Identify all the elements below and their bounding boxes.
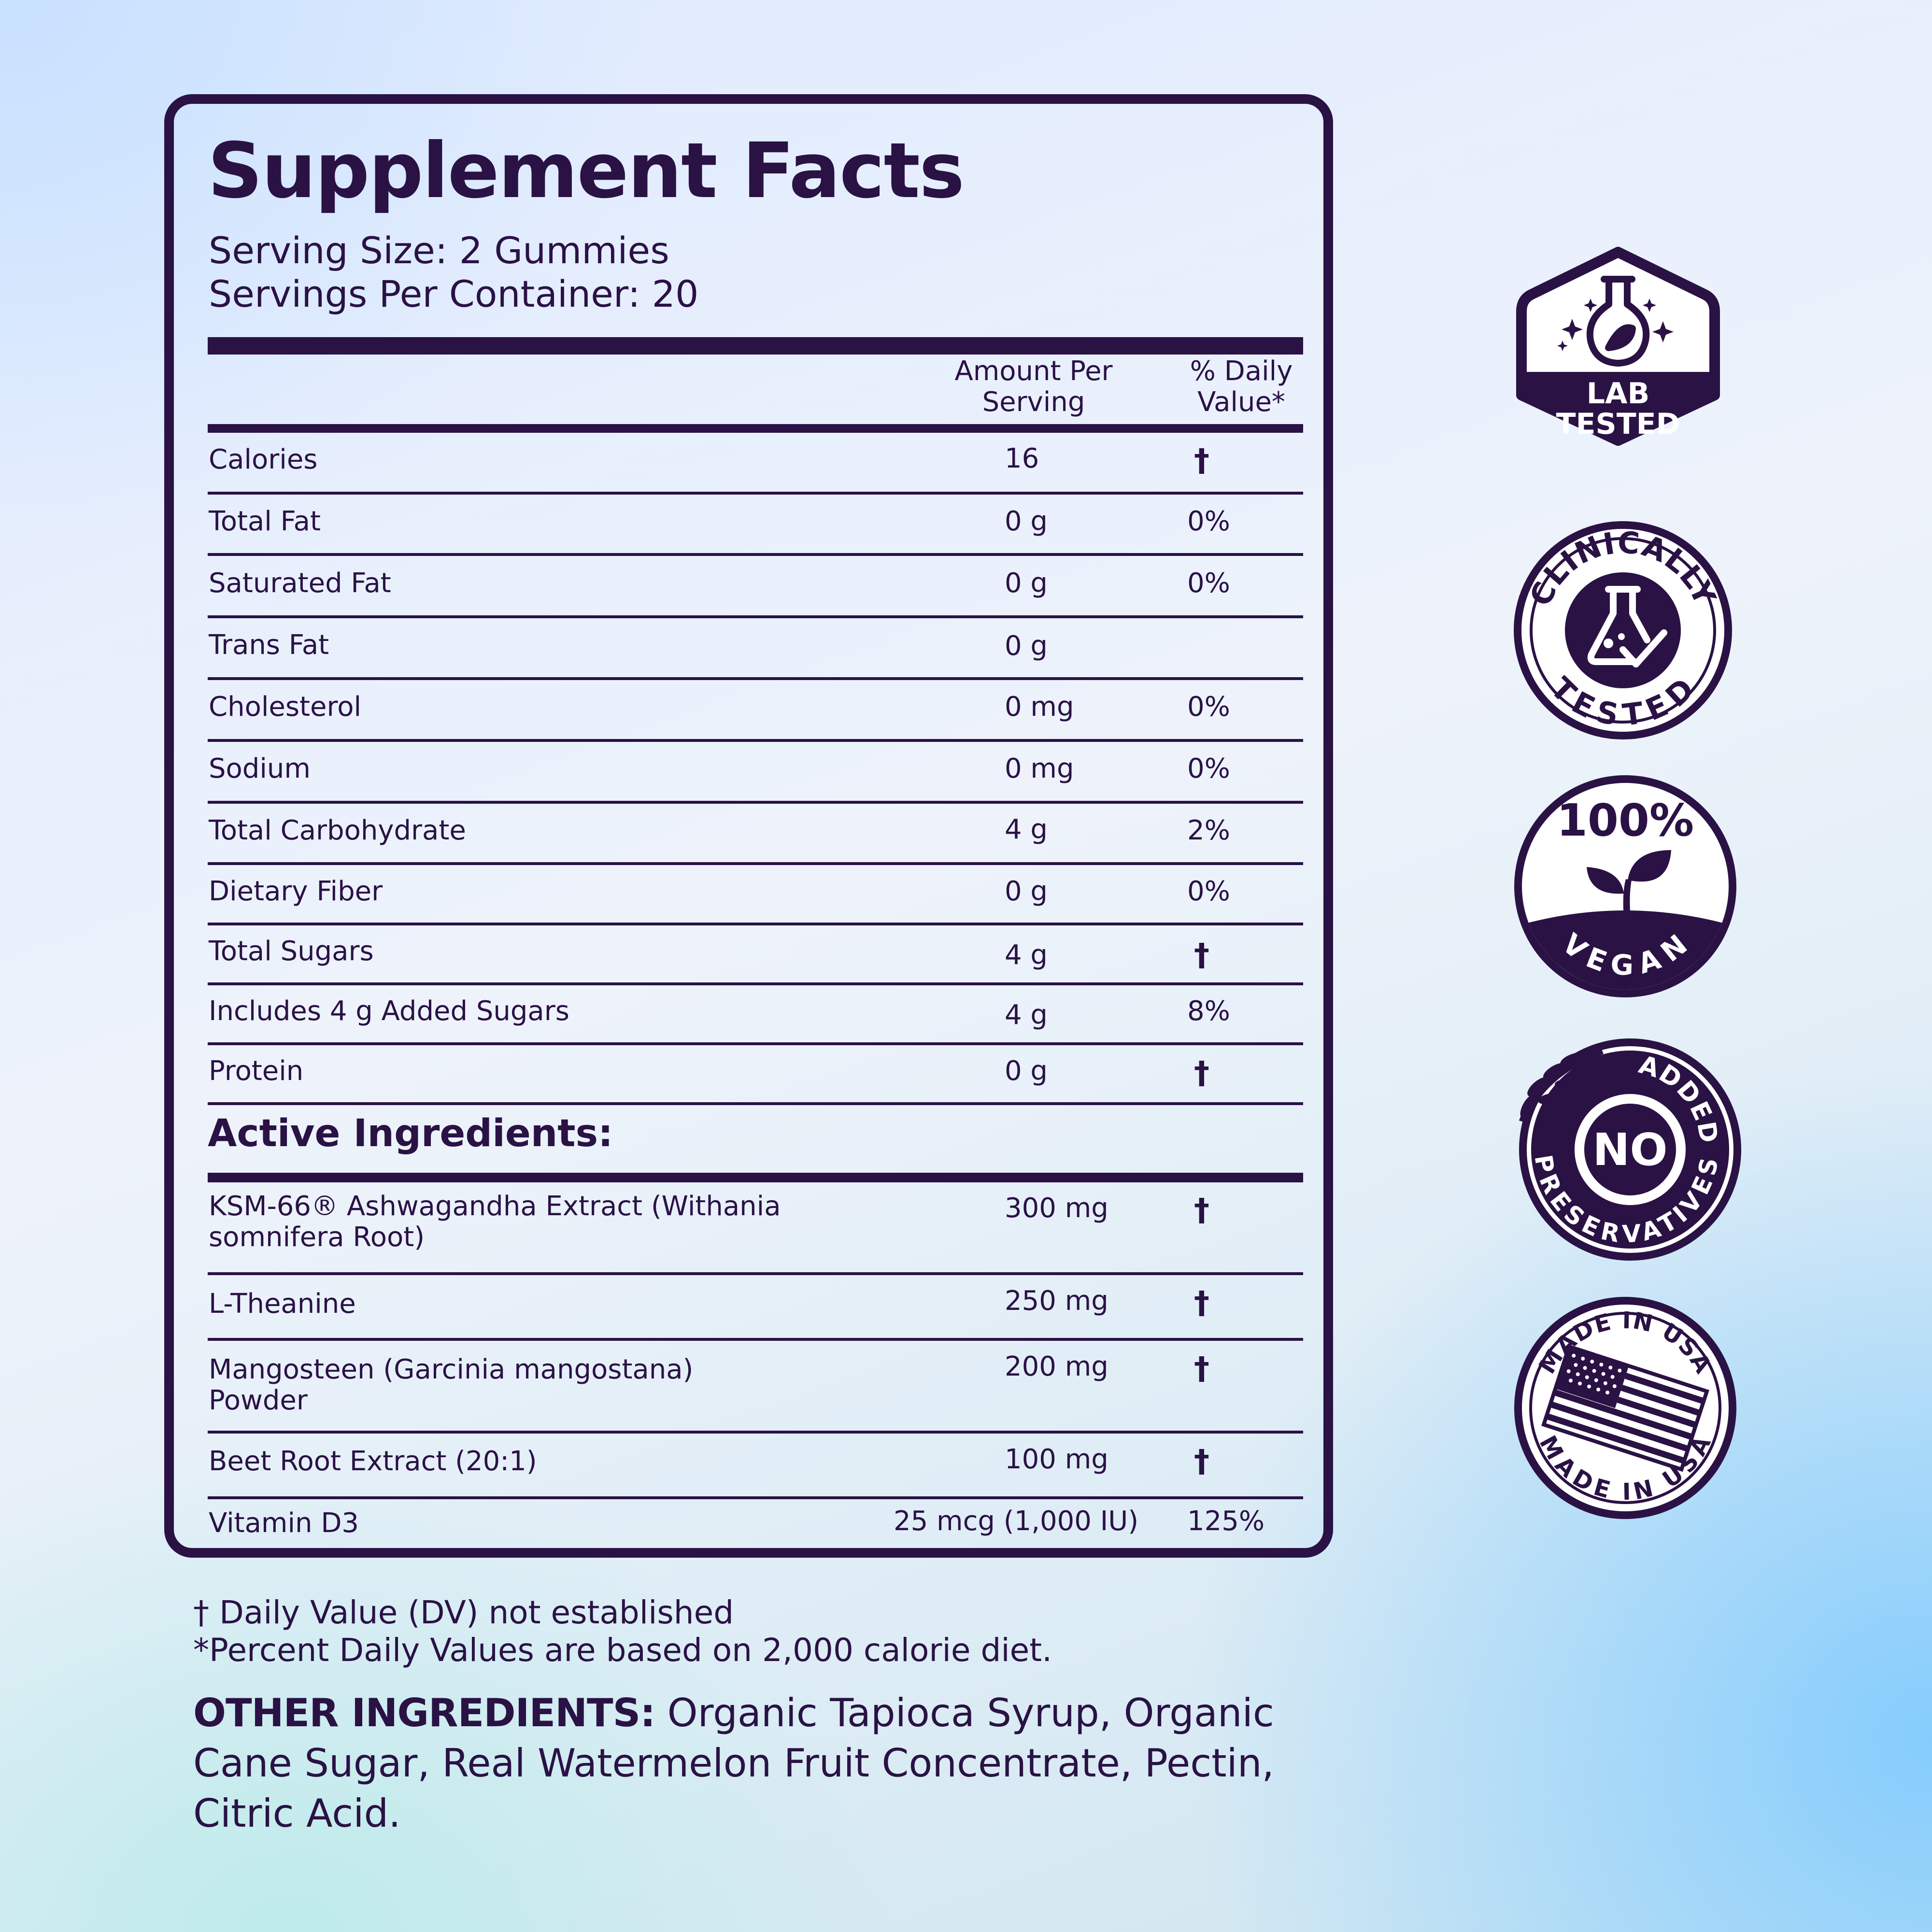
- sprout-icon: [1587, 850, 1671, 918]
- nutrient-name: Total Fat: [209, 506, 321, 537]
- ingredient-name: KSM-66® Ashwagandha Extract (Withania som…: [209, 1191, 781, 1253]
- active-divider: [208, 1173, 1303, 1182]
- nutrient-amount: 0 g: [1005, 876, 1048, 907]
- row-divider: [208, 615, 1303, 618]
- ingredient-dv: †: [1194, 1193, 1209, 1228]
- nutrient-amount: 4 g: [1005, 939, 1048, 971]
- nutrient-name: Includes 4 g Added Sugars: [209, 995, 569, 1027]
- ingredient-name: Vitamin D3: [209, 1507, 359, 1539]
- row-divider: [208, 677, 1303, 680]
- nutrient-amount: 0 mg: [1005, 691, 1074, 723]
- ingredient-amount: 250 mg: [1005, 1285, 1108, 1317]
- nutrient-name: Total Sugars: [209, 936, 374, 967]
- row-divider: [208, 553, 1303, 556]
- row-divider: [208, 739, 1303, 742]
- row-divider: [208, 1272, 1303, 1275]
- ingredient-name: Mangosteen (Garcinia mangostana) Powder: [209, 1354, 694, 1416]
- nutrient-dv: 0%: [1187, 876, 1230, 907]
- ingredient-amount: 300 mg: [1005, 1193, 1108, 1224]
- nutrient-amount: 0 g: [1005, 630, 1048, 662]
- nutrient-name: Dietary Fiber: [209, 876, 383, 907]
- svg-text:100%: 100%: [1557, 795, 1694, 846]
- row-divider: [208, 1431, 1303, 1434]
- nutrient-dv: 0%: [1187, 753, 1230, 784]
- nutrient-amount: 0 g: [1005, 568, 1048, 599]
- beaker-check-icon: [1587, 586, 1667, 668]
- nutrient-amount: 0 mg: [1005, 753, 1074, 784]
- ingredient-amount: 200 mg: [1005, 1351, 1108, 1382]
- ingredient-name: Beet Root Extract (20:1): [209, 1446, 537, 1477]
- svg-text:TESTED: TESTED: [1556, 407, 1680, 441]
- made-in-usa-badge: MADE IN USA MADE IN USA: [1512, 1294, 1739, 1521]
- svg-text:LAB: LAB: [1587, 377, 1649, 411]
- nutrient-dv: 0%: [1187, 691, 1230, 723]
- flag-icon: [1541, 1344, 1709, 1472]
- nutrient-amount: 0 g: [1005, 1055, 1048, 1087]
- daily-value-header: % Daily Value*: [1190, 355, 1293, 418]
- nutrient-name: Trans Fat: [209, 629, 329, 661]
- ingredient-amount: 100 mg: [1005, 1444, 1108, 1475]
- nutrient-name: Total Carbohydrate: [209, 815, 466, 846]
- row-divider: [208, 862, 1303, 865]
- serving-size: Serving Size: 2 Gummies: [209, 229, 669, 272]
- nutrient-dv: 0%: [1187, 568, 1230, 599]
- nutrient-amount: 4 g: [1005, 814, 1048, 845]
- dagger-footnote: † Daily Value (DV) not established: [193, 1594, 734, 1631]
- nutrient-dv: 0%: [1187, 506, 1230, 537]
- nutrient-name: Calories: [209, 444, 318, 475]
- ingredient-amount: 25 mcg (1,000 IU): [894, 1506, 1139, 1537]
- nutrient-name: Saturated Fat: [209, 568, 391, 599]
- nutrient-name: Sodium: [209, 753, 311, 784]
- row-divider: [208, 1042, 1303, 1045]
- row-divider: [208, 492, 1303, 495]
- ingredient-dv: †: [1194, 1444, 1209, 1479]
- vegan-badge: 100% VEGAN: [1512, 773, 1739, 1000]
- nutrient-dv: 8%: [1187, 995, 1230, 1027]
- ingredient-dv: †: [1194, 1285, 1209, 1321]
- row-divider: [208, 1496, 1303, 1499]
- amount-per-serving-header: Amount Per Serving: [954, 355, 1113, 418]
- ingredient-dv: 125%: [1187, 1506, 1265, 1537]
- nutrient-dv: 2%: [1187, 815, 1230, 846]
- other-ingredients-text: Organic Tapioca Syrup, Organic Cane Suga…: [193, 1690, 1274, 1836]
- other-ingredients: OTHER INGREDIENTS: Organic Tapioca Syrup…: [193, 1688, 1328, 1839]
- nutrient-amount: 16: [1005, 443, 1039, 474]
- supplement-facts-panel: [164, 94, 1333, 1558]
- nutrient-dv: †: [1194, 443, 1209, 479]
- nutrient-name: Cholesterol: [209, 691, 362, 723]
- lab-tested-badge: LAB TESTED: [1509, 242, 1727, 483]
- row-divider: [208, 1338, 1303, 1341]
- active-ingredients-heading: Active Ingredients:: [208, 1112, 613, 1155]
- page-title: Supplement Facts: [208, 127, 965, 215]
- wheat-icon: [1519, 1048, 1604, 1123]
- other-ingredients-label: OTHER INGREDIENTS:: [193, 1690, 655, 1735]
- ingredient-dv: †: [1194, 1351, 1209, 1387]
- ingredient-name: L-Theanine: [209, 1288, 356, 1320]
- percent-footnote: *Percent Daily Values are based on 2,000…: [193, 1632, 1052, 1669]
- clinically-tested-badge: CLINICALLY TESTED: [1509, 517, 1736, 744]
- nutrient-amount: 4 g: [1005, 999, 1048, 1031]
- nutrient-name: Protein: [209, 1055, 304, 1087]
- row-divider: [208, 801, 1303, 804]
- flask-icon: [1586, 276, 1650, 367]
- thick-divider: [208, 337, 1303, 355]
- nutrient-dv: †: [1194, 1055, 1209, 1091]
- header-divider: [208, 424, 1303, 433]
- row-divider: [208, 982, 1303, 985]
- nutrient-dv: †: [1194, 938, 1209, 973]
- row-divider: [208, 923, 1303, 925]
- row-divider: [208, 1102, 1303, 1105]
- no-preservatives-badge: NO ADDED PRESERVATIVES: [1509, 1029, 1741, 1261]
- svg-text:NO: NO: [1592, 1124, 1667, 1176]
- nutrient-amount: 0 g: [1005, 506, 1048, 537]
- servings-per-container: Servings Per Container: 20: [209, 272, 699, 315]
